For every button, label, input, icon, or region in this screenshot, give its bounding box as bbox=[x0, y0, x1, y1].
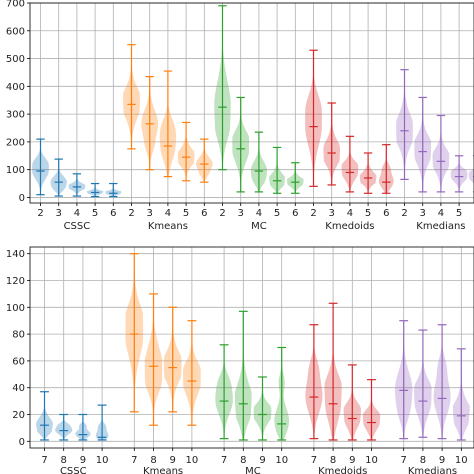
x-tick-label: 4 bbox=[256, 208, 262, 219]
y-tick-label: 700 bbox=[6, 0, 25, 10]
x-tick-label: 9 bbox=[80, 455, 86, 466]
group-label: CSSC bbox=[60, 466, 87, 474]
bottom-panel: 0 20 40 60 80 100 120 140 7 8 9 10 7 8 9 10 7 8 9 10 7 8 9 10 7 8… bbox=[6, 246, 474, 474]
x-tick-label: 6 bbox=[383, 208, 389, 219]
violin-body bbox=[468, 168, 474, 184]
x-tick-label: 8 bbox=[61, 455, 67, 466]
x-tick-label: 10 bbox=[186, 455, 199, 466]
group-label: Kmeans bbox=[148, 221, 188, 232]
x-tick-label: 9 bbox=[349, 455, 355, 466]
y-tick-label: 0 bbox=[19, 437, 25, 448]
group-label: MC bbox=[245, 466, 261, 474]
y-tick-label: 80 bbox=[12, 330, 25, 341]
x-tick-label: 3 bbox=[147, 208, 153, 219]
x-tick-label: 8 bbox=[330, 455, 336, 466]
y-tick-label: 200 bbox=[6, 137, 25, 148]
x-tick-label: 10 bbox=[96, 455, 109, 466]
group-label: Kmedians bbox=[416, 221, 465, 232]
x-tick-label: 6 bbox=[110, 208, 116, 219]
y-tick-label: 20 bbox=[12, 410, 25, 421]
y-tick-label: 400 bbox=[6, 82, 25, 93]
x-tick-label: 10 bbox=[365, 455, 378, 466]
x-tick-label: 6 bbox=[292, 208, 298, 219]
x-tick-label: 8 bbox=[420, 455, 426, 466]
x-tick-label: 9 bbox=[259, 455, 265, 466]
group-label: Kmeans bbox=[143, 466, 183, 474]
x-tick-label: 10 bbox=[275, 455, 288, 466]
x-tick-label: 8 bbox=[240, 455, 246, 466]
y-tick-label: 0 bbox=[19, 193, 25, 204]
x-tick-label: 2 bbox=[37, 208, 43, 219]
top-panel: 0 100 200 300 400 500 600 700 2 3 4 5 6 2 3 4 5 6 2 3 4 5 6 2 3 4… bbox=[6, 0, 474, 232]
x-tick-label: 7 bbox=[401, 455, 407, 466]
x-tick-label: 5 bbox=[456, 208, 462, 219]
y-tick-label: 600 bbox=[6, 26, 25, 37]
x-tick-label: 10 bbox=[455, 455, 468, 466]
x-tick-label: 5 bbox=[92, 208, 98, 219]
x-tick-label: 3 bbox=[238, 208, 244, 219]
y-tick-label: 100 bbox=[6, 165, 25, 176]
x-tick-label: 2 bbox=[401, 208, 407, 219]
group-label: MC bbox=[251, 221, 267, 232]
group-label: Kmedoids bbox=[318, 466, 367, 474]
y-tick-label: 300 bbox=[6, 110, 25, 121]
x-tick-label: 2 bbox=[310, 208, 316, 219]
x-tick-label: 3 bbox=[420, 208, 426, 219]
x-tick-label: 4 bbox=[165, 208, 171, 219]
group-label: Kmedoids bbox=[325, 221, 374, 232]
axes-frame bbox=[29, 2, 474, 204]
group-label: Kmedians bbox=[408, 466, 457, 474]
y-tick-label: 60 bbox=[12, 356, 25, 367]
x-tick-label: 8 bbox=[150, 455, 156, 466]
x-tick-label: 2 bbox=[128, 208, 134, 219]
axes-frame bbox=[29, 246, 474, 449]
x-tick-label: 3 bbox=[56, 208, 62, 219]
x-tick-label: 3 bbox=[329, 208, 335, 219]
x-tick-label: 4 bbox=[438, 208, 444, 219]
x-tick-label: 2 bbox=[219, 208, 225, 219]
group-label: CSSC bbox=[64, 221, 91, 232]
x-tick-label: 5 bbox=[274, 208, 280, 219]
y-tick-label: 100 bbox=[6, 303, 25, 314]
x-tick-label: 5 bbox=[183, 208, 189, 219]
x-tick-label: 7 bbox=[221, 455, 227, 466]
y-tick-label: 120 bbox=[6, 276, 25, 287]
x-tick-label: 7 bbox=[41, 455, 47, 466]
x-tick-label: 7 bbox=[311, 455, 317, 466]
x-tick-label: 7 bbox=[131, 455, 137, 466]
y-tick-label: 40 bbox=[12, 383, 25, 394]
x-tick-label: 9 bbox=[439, 455, 445, 466]
x-tick-label: 4 bbox=[347, 208, 353, 219]
x-tick-label: 5 bbox=[365, 208, 371, 219]
x-tick-label: 4 bbox=[74, 208, 80, 219]
x-tick-label: 6 bbox=[201, 208, 207, 219]
y-tick-label: 140 bbox=[6, 249, 25, 260]
x-tick-label: 9 bbox=[170, 455, 176, 466]
y-tick-label: 500 bbox=[6, 54, 25, 65]
